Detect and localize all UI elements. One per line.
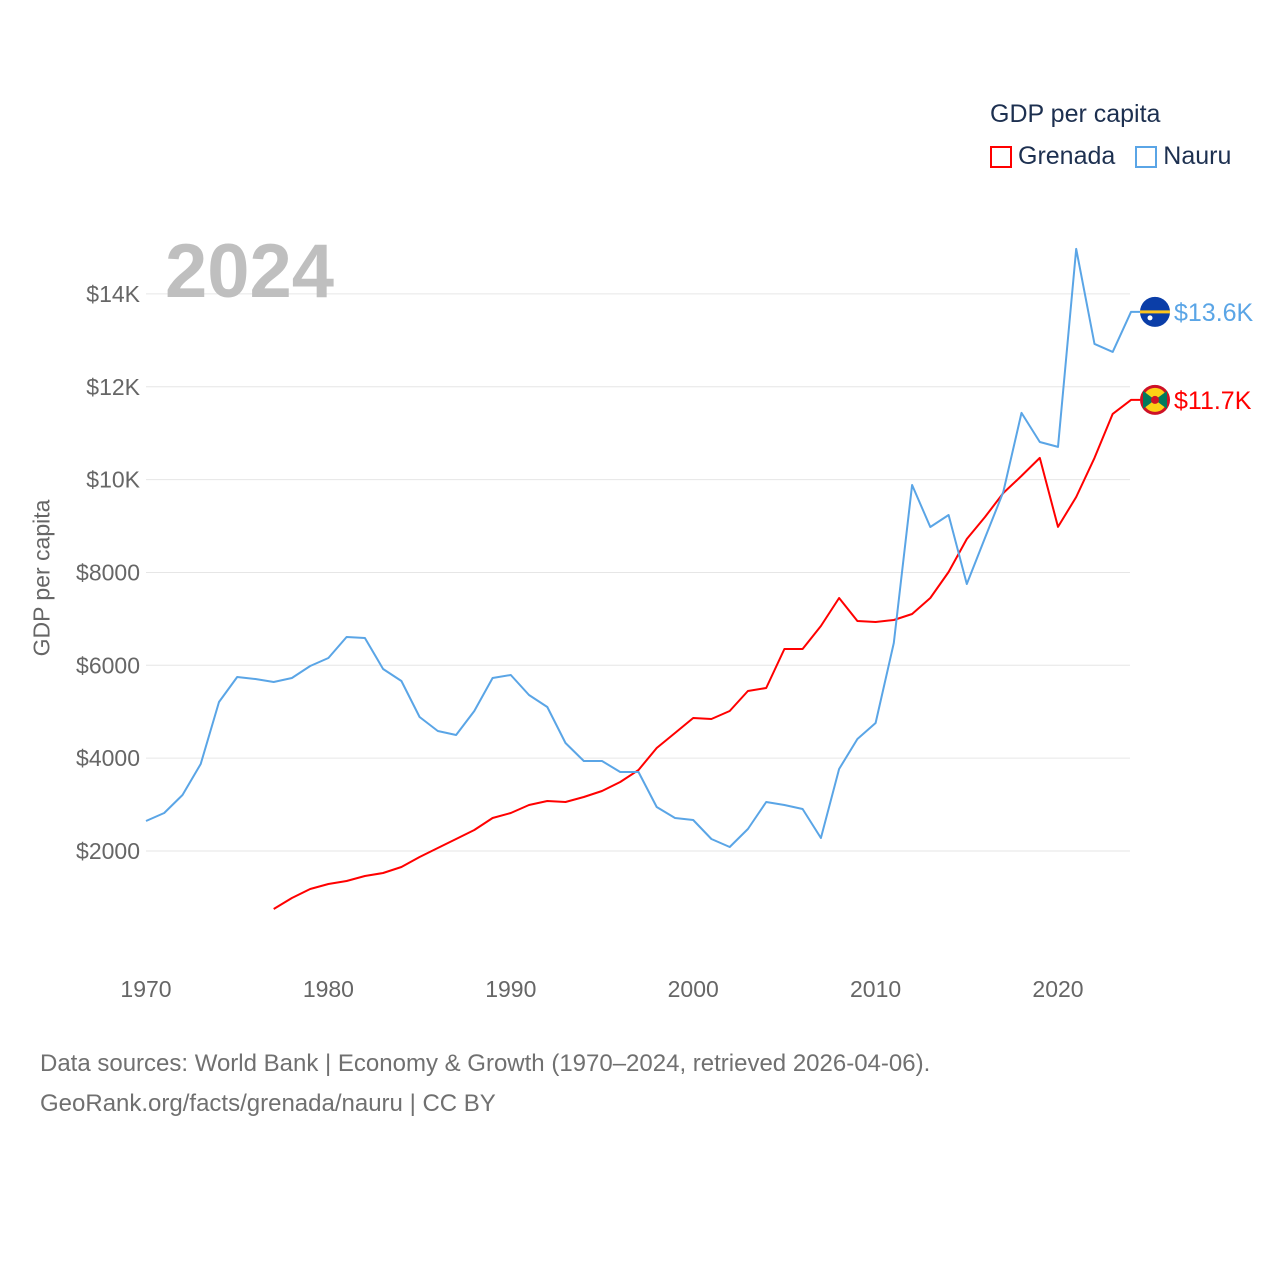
footer: Data sources: World Bank | Economy & Gro… xyxy=(40,1044,930,1124)
y-tick-label: $8000 xyxy=(76,559,140,585)
x-tick-label: 1990 xyxy=(485,976,536,1002)
x-tick-label: 2000 xyxy=(668,976,719,1002)
legend: Grenada Nauru xyxy=(990,142,1231,171)
legend-swatch-nauru xyxy=(1135,145,1158,168)
legend-label-grenada: Grenada xyxy=(1018,142,1116,170)
y-tick-label: $12K xyxy=(86,374,140,400)
legend-item-nauru[interactable]: Nauru xyxy=(1135,142,1231,171)
legend-item-grenada[interactable]: Grenada xyxy=(990,142,1115,171)
flag-star xyxy=(1147,315,1153,321)
series-line-grenada xyxy=(273,398,1140,910)
flag-stripe xyxy=(1140,310,1170,314)
legend-title: GDP per capita xyxy=(990,100,1161,128)
end-value-label-grenada: $11.7K xyxy=(1174,387,1252,415)
current-year-label: 2024 xyxy=(165,229,335,314)
legend-swatch-grenada xyxy=(990,145,1012,168)
x-tick-label: 1980 xyxy=(303,976,354,1002)
end-value-label-nauru: $13.6K xyxy=(1174,299,1254,327)
data-source-text: Data sources: World Bank | Economy & Gro… xyxy=(40,1050,931,1077)
x-tick-label: 2010 xyxy=(850,976,901,1002)
y-tick-label: $4000 xyxy=(76,745,140,771)
grenada-flag-icon xyxy=(1140,384,1170,415)
y-tick-label: $10K xyxy=(86,467,140,493)
y-tick-label: $6000 xyxy=(76,652,140,678)
source-link[interactable]: GeoRank.org/facts/grenada/nauru | CC BY xyxy=(40,1090,496,1117)
x-tick-label: 2020 xyxy=(1032,976,1083,1002)
flag-green-right xyxy=(1155,390,1167,409)
x-tick-label: 1970 xyxy=(120,976,171,1002)
legend-label-nauru: Nauru xyxy=(1163,142,1232,170)
nauru-flag-icon xyxy=(1140,296,1170,327)
y-tick-label: $14K xyxy=(86,281,140,307)
flag-center xyxy=(1151,395,1159,404)
flag-green-left xyxy=(1143,390,1155,409)
y-tick-label: $2000 xyxy=(76,838,140,864)
y-axis-label: GDP per capita xyxy=(28,499,55,657)
series-line-nauru xyxy=(145,247,1140,848)
